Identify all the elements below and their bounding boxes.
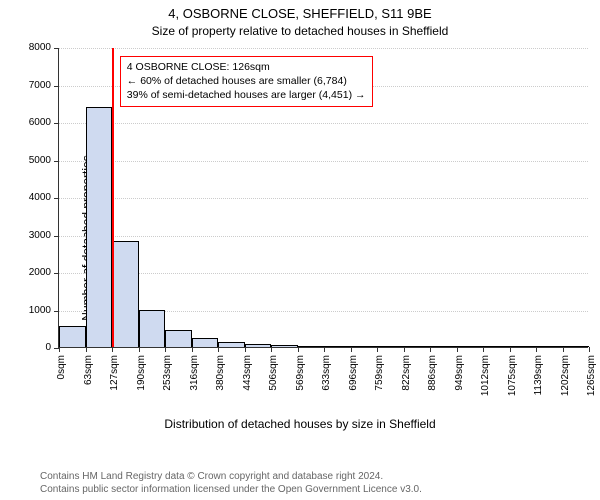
- y-tick-label: 8000: [29, 43, 59, 53]
- histogram-bar: [510, 346, 537, 347]
- x-tick-label: 1012sqm: [481, 355, 491, 396]
- x-tick-mark: [218, 347, 219, 352]
- x-tick-mark: [112, 347, 113, 352]
- chart-container: Number of detached properties 0100020003…: [0, 40, 600, 435]
- y-tick-label: 6000: [29, 118, 59, 128]
- histogram-bar: [218, 342, 245, 347]
- x-tick-label: 822sqm: [402, 355, 412, 391]
- histogram-bar: [245, 344, 272, 347]
- annotation-line: ← 60% of detached houses are smaller (6,…: [127, 74, 366, 88]
- histogram-bar: [298, 346, 325, 348]
- histogram-bar: [351, 346, 378, 347]
- gridline: [59, 48, 588, 49]
- histogram-bar: [377, 346, 404, 347]
- x-tick-label: 63sqm: [84, 355, 94, 385]
- histogram-bar: [324, 346, 351, 347]
- x-tick-mark: [483, 347, 484, 352]
- y-tick-label: 1000: [29, 306, 59, 316]
- x-tick-mark: [192, 347, 193, 352]
- histogram-bar: [165, 330, 192, 347]
- x-tick-mark: [139, 347, 140, 352]
- histogram-bar: [404, 346, 431, 347]
- x-tick-label: 127sqm: [110, 355, 120, 391]
- x-tick-label: 1075sqm: [508, 355, 518, 396]
- x-tick-label: 253sqm: [163, 355, 173, 391]
- annotation-box: 4 OSBORNE CLOSE: 126sqm← 60% of detached…: [120, 56, 373, 107]
- x-tick-mark: [165, 347, 166, 352]
- x-tick-mark: [298, 347, 299, 352]
- x-tick-label: 1202sqm: [561, 355, 571, 396]
- x-tick-mark: [589, 347, 590, 352]
- annotation-line: 4 OSBORNE CLOSE: 126sqm: [127, 60, 366, 74]
- x-tick-mark: [59, 347, 60, 352]
- x-tick-label: 569sqm: [296, 355, 306, 391]
- x-tick-label: 316sqm: [190, 355, 200, 391]
- x-tick-label: 759sqm: [375, 355, 385, 391]
- attribution-line-2: Contains public sector information licen…: [40, 483, 600, 496]
- x-tick-label: 696sqm: [349, 355, 359, 391]
- x-tick-mark: [563, 347, 564, 352]
- page-title: 4, OSBORNE CLOSE, SHEFFIELD, S11 9BE: [0, 0, 600, 22]
- x-tick-label: 506sqm: [269, 355, 279, 391]
- plot-area: 0100020003000400050006000700080000sqm63s…: [58, 48, 588, 348]
- y-tick-label: 5000: [29, 156, 59, 166]
- histogram-bar: [271, 345, 298, 347]
- x-tick-label: 0sqm: [57, 355, 67, 379]
- y-tick-label: 3000: [29, 231, 59, 241]
- histogram-bar: [563, 346, 590, 347]
- page-subtitle: Size of property relative to detached ho…: [0, 22, 600, 38]
- gridline: [59, 236, 588, 237]
- histogram-bar: [483, 346, 510, 347]
- x-tick-label: 443sqm: [243, 355, 253, 391]
- histogram-bar: [457, 346, 484, 347]
- histogram-bar: [139, 310, 166, 347]
- attribution: Contains HM Land Registry data © Crown c…: [0, 470, 600, 496]
- y-tick-label: 4000: [29, 193, 59, 203]
- x-tick-mark: [245, 347, 246, 352]
- x-tick-label: 1139sqm: [534, 355, 544, 395]
- attribution-line-1: Contains HM Land Registry data © Crown c…: [40, 470, 600, 483]
- x-axis-label: Distribution of detached houses by size …: [0, 417, 600, 431]
- x-tick-mark: [377, 347, 378, 352]
- y-tick-label: 2000: [29, 268, 59, 278]
- histogram-bar: [430, 346, 457, 347]
- property-marker-line: [112, 48, 114, 347]
- x-tick-label: 190sqm: [137, 355, 147, 391]
- y-tick-label: 7000: [29, 81, 59, 91]
- histogram-bar: [59, 326, 86, 347]
- x-tick-label: 1265sqm: [587, 355, 597, 396]
- x-tick-mark: [536, 347, 537, 352]
- x-tick-mark: [510, 347, 511, 352]
- annotation-line: 39% of semi-detached houses are larger (…: [127, 88, 366, 102]
- x-tick-mark: [430, 347, 431, 352]
- y-tick-label: 0: [45, 343, 59, 353]
- x-tick-label: 633sqm: [322, 355, 332, 391]
- x-tick-mark: [86, 347, 87, 352]
- gridline: [59, 198, 588, 199]
- histogram-bar: [112, 241, 139, 347]
- x-tick-mark: [324, 347, 325, 352]
- histogram-bar: [192, 338, 219, 347]
- gridline: [59, 161, 588, 162]
- histogram-bar: [86, 107, 113, 347]
- x-tick-label: 886sqm: [428, 355, 438, 391]
- x-tick-label: 380sqm: [216, 355, 226, 391]
- x-tick-mark: [351, 347, 352, 352]
- histogram-bar: [536, 346, 563, 347]
- x-tick-mark: [457, 347, 458, 352]
- gridline: [59, 123, 588, 124]
- x-tick-mark: [271, 347, 272, 352]
- x-tick-label: 949sqm: [455, 355, 465, 391]
- x-tick-mark: [404, 347, 405, 352]
